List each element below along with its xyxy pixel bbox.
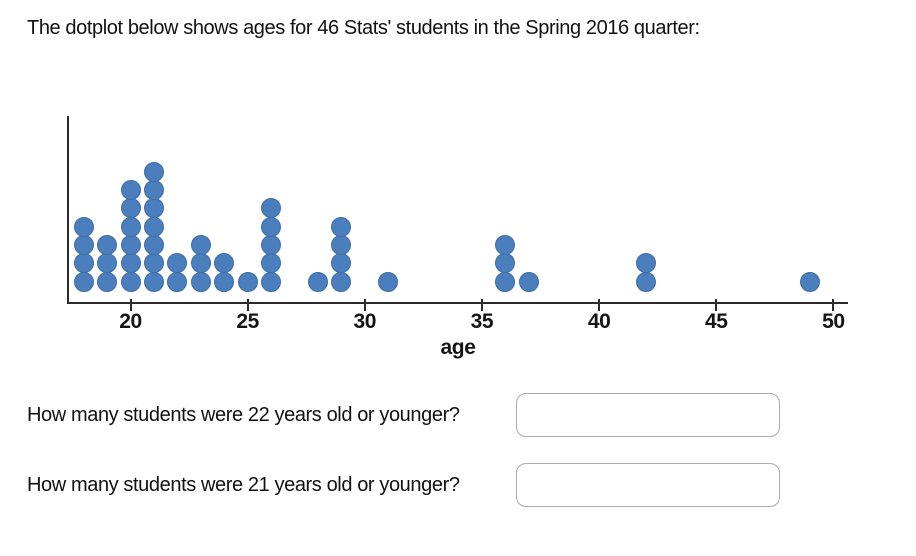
dot: [73, 234, 94, 255]
dot: [120, 216, 141, 237]
dot: [495, 234, 516, 255]
dotplot: age 20 25 30 35 40 45 50: [67, 116, 848, 359]
dot: [120, 253, 141, 274]
dot: [167, 271, 188, 292]
dot: [97, 253, 118, 274]
tick-mark: [363, 299, 366, 311]
dot: [307, 271, 328, 292]
dot: [190, 253, 211, 274]
dot: [73, 216, 94, 237]
tick-label: 30: [353, 310, 377, 333]
tick-label: 40: [587, 310, 611, 333]
dot: [143, 216, 164, 237]
x-axis-title: age: [440, 336, 476, 359]
dot: [331, 253, 352, 274]
dot: [331, 216, 352, 237]
tick-mark: [480, 299, 483, 311]
dot: [190, 234, 211, 255]
dot: [143, 271, 164, 292]
tick-label: 35: [470, 310, 494, 333]
dot: [261, 271, 282, 292]
dot: [331, 271, 352, 292]
dot: [518, 271, 539, 292]
tick-label: 20: [119, 310, 142, 333]
dot: [261, 198, 282, 219]
dot: [495, 253, 516, 274]
dot: [261, 216, 282, 237]
dot: [635, 253, 656, 274]
tick-label: 25: [236, 310, 259, 333]
answer-input-22[interactable]: [516, 393, 780, 437]
dot: [214, 271, 235, 292]
tick-mark: [832, 299, 835, 311]
tick-label: 45: [704, 310, 728, 333]
dot: [120, 198, 141, 219]
dot: [214, 253, 235, 274]
dot: [73, 271, 94, 292]
dot: [97, 271, 118, 292]
dot: [190, 271, 211, 292]
dot: [120, 234, 141, 255]
tick-label: 50: [822, 310, 845, 333]
answer-input-21[interactable]: [516, 463, 780, 507]
question-label-22: How many students were 22 years old or y…: [27, 404, 460, 426]
dot: [120, 180, 141, 200]
dot: [73, 253, 94, 274]
dot: [97, 234, 118, 255]
dot: [120, 271, 141, 292]
dot: [167, 253, 188, 274]
dot: [378, 271, 399, 292]
dot: [143, 234, 164, 255]
dot: [261, 234, 282, 255]
dot: [261, 253, 282, 274]
dot: [143, 253, 164, 274]
dot: [143, 161, 164, 182]
tick-mark: [598, 299, 601, 311]
dot: [331, 234, 352, 255]
page-title: The dotplot below shows ages for 46 Stat…: [27, 17, 700, 39]
dot: [237, 271, 258, 292]
tick-mark: [246, 299, 249, 311]
dot: [495, 271, 516, 292]
x-axis-line: [67, 302, 848, 304]
tick-mark: [129, 299, 132, 311]
dot: [799, 271, 820, 292]
dot: [635, 271, 656, 292]
dot: [143, 180, 164, 200]
question-label-21: How many students were 21 years old or y…: [27, 474, 460, 496]
y-axis-line: [67, 116, 69, 304]
tick-mark: [715, 299, 718, 311]
dot: [143, 198, 164, 219]
